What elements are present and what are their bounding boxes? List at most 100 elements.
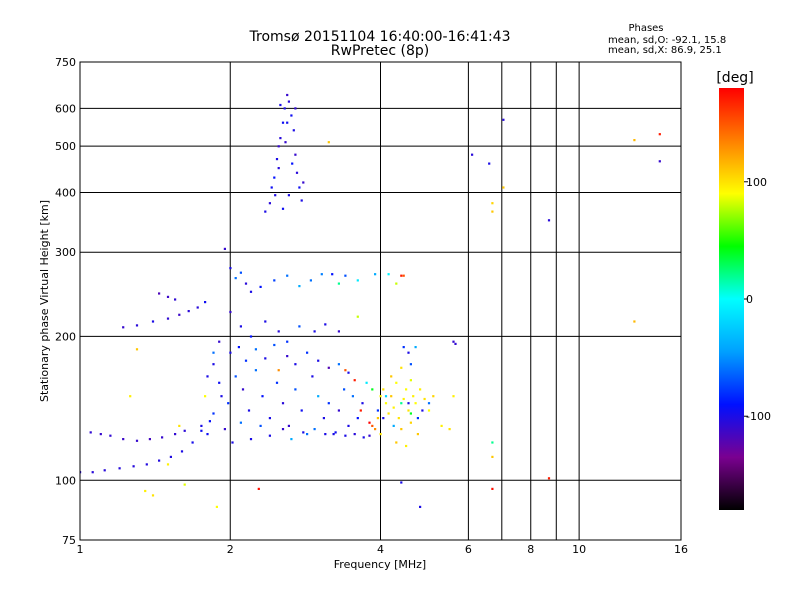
data-point-0-110 — [254, 369, 257, 372]
data-point-0-16 — [135, 439, 139, 442]
data-point-0-65 — [277, 167, 280, 170]
data-point-0-26 — [187, 310, 190, 313]
data-point-0-8 — [180, 450, 184, 453]
data-point-0-170 — [365, 381, 368, 384]
data-point-0-95 — [264, 320, 267, 323]
data-point-0-121 — [322, 417, 325, 420]
data-point-0-105 — [220, 395, 223, 398]
data-point-0-129 — [361, 402, 364, 405]
data-point-0-79 — [273, 279, 276, 282]
data-point-0-21 — [122, 326, 125, 329]
data-point-0-76 — [244, 282, 248, 285]
data-point-0-90 — [402, 274, 405, 277]
data-point-0-131 — [206, 433, 209, 436]
data-point-0-146 — [353, 433, 356, 436]
data-point-0-212 — [427, 402, 431, 405]
data-point-0-183 — [397, 417, 400, 420]
data-point-0-40 — [257, 487, 260, 490]
data-point-0-158 — [306, 351, 309, 354]
data-point-0-187 — [407, 409, 410, 412]
data-point-0-25 — [178, 313, 181, 316]
data-point-0-174 — [374, 428, 377, 431]
data-point-0-141 — [302, 431, 305, 434]
y-tick-label-6: 600 — [55, 102, 76, 115]
data-point-0-97 — [286, 340, 289, 343]
data-point-0-181 — [392, 406, 395, 409]
data-point-0-132 — [212, 412, 215, 415]
data-point-0-228 — [491, 202, 494, 205]
data-point-0-31 — [174, 298, 177, 301]
data-point-0-107 — [234, 375, 237, 378]
data-point-0-0 — [80, 471, 82, 474]
data-point-0-94 — [249, 335, 253, 338]
data-point-0-223 — [471, 153, 474, 156]
data-point-0-30 — [166, 295, 170, 298]
data-point-0-138 — [268, 434, 271, 437]
data-point-0-47 — [270, 186, 273, 189]
data-point-0-200 — [400, 366, 403, 369]
data-point-0-182 — [395, 381, 398, 384]
data-point-0-54 — [286, 93, 289, 97]
data-point-0-160 — [327, 366, 330, 369]
x-tick-label-4: 8 — [527, 543, 534, 556]
data-point-0-221 — [327, 141, 330, 144]
data-point-0-52 — [281, 121, 285, 124]
data-point-0-201 — [409, 379, 412, 382]
data-point-0-41 — [491, 487, 494, 490]
data-point-0-27 — [196, 306, 199, 309]
data-point-0-202 — [379, 433, 382, 436]
data-point-0-77 — [249, 290, 253, 293]
data-point-0-225 — [502, 118, 505, 121]
data-point-0-70 — [274, 194, 277, 197]
data-point-0-148 — [368, 434, 371, 437]
data-point-0-185 — [402, 397, 405, 401]
data-point-0-126 — [347, 424, 350, 427]
data-point-0-73 — [229, 267, 232, 270]
data-point-0-118 — [306, 433, 309, 436]
data-point-0-232 — [633, 139, 636, 142]
data-point-0-191 — [416, 433, 419, 436]
data-point-0-49 — [275, 158, 279, 161]
data-point-0-115 — [287, 424, 290, 427]
data-point-0-218 — [409, 363, 412, 366]
data-point-0-57 — [292, 129, 295, 132]
colorbar — [719, 88, 744, 510]
data-point-0-36 — [166, 463, 170, 466]
data-point-0-89 — [387, 273, 390, 276]
data-point-0-206 — [382, 417, 385, 420]
data-point-0-199 — [390, 375, 393, 378]
data-point-0-133 — [223, 428, 226, 431]
data-point-0-165 — [204, 395, 207, 398]
data-point-0-176 — [379, 395, 382, 398]
data-point-0-19 — [174, 433, 177, 436]
data-point-0-80 — [286, 274, 289, 277]
data-point-0-166 — [212, 351, 215, 354]
data-point-0-149 — [218, 340, 221, 343]
data-point-0-157 — [294, 363, 297, 366]
data-point-0-172 — [368, 421, 371, 424]
data-point-0-56 — [290, 114, 293, 117]
data-point-0-53 — [283, 107, 286, 110]
x-tick-label-6: 16 — [674, 543, 688, 556]
data-point-0-86 — [344, 274, 347, 277]
data-point-0-220 — [454, 342, 457, 345]
data-point-0-88 — [374, 273, 377, 276]
data-point-0-139 — [281, 428, 285, 431]
data-point-0-162 — [347, 371, 350, 374]
data-point-0-6 — [158, 459, 161, 462]
data-point-0-24 — [166, 317, 170, 320]
data-point-0-98 — [298, 325, 301, 328]
data-point-0-112 — [268, 417, 271, 420]
data-point-0-152 — [244, 359, 248, 362]
y-tick-label-4: 400 — [55, 186, 76, 199]
data-point-0-164 — [206, 375, 209, 378]
data-point-0-192 — [419, 388, 422, 391]
data-point-0-214 — [409, 412, 412, 415]
data-point-0-184 — [400, 428, 403, 431]
data-point-0-37 — [178, 424, 181, 427]
data-point-0-196 — [440, 424, 443, 427]
data-point-0-155 — [273, 343, 276, 347]
y-axis-ticks: 75 100 200 300 400 500 600 750 — [55, 56, 76, 547]
y-axis-label: Stationary phase Virtual Height [km] — [38, 200, 51, 402]
